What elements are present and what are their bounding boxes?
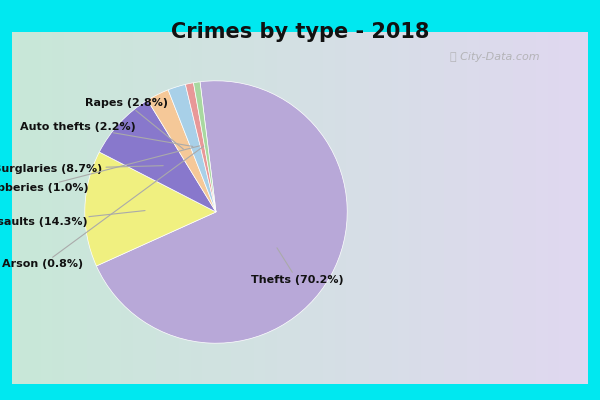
Text: Auto thefts (2.2%): Auto thefts (2.2%) — [20, 122, 193, 146]
Text: Burglaries (8.7%): Burglaries (8.7%) — [0, 164, 163, 174]
Wedge shape — [193, 82, 216, 212]
Wedge shape — [185, 83, 216, 212]
Text: Robberies (1.0%): Robberies (1.0%) — [0, 146, 199, 193]
Text: Crimes by type - 2018: Crimes by type - 2018 — [171, 22, 429, 42]
Text: ⓘ City-Data.com: ⓘ City-Data.com — [450, 52, 539, 62]
Text: Assaults (14.3%): Assaults (14.3%) — [0, 210, 145, 228]
Wedge shape — [168, 84, 216, 212]
Wedge shape — [100, 100, 216, 212]
Text: Thefts (70.2%): Thefts (70.2%) — [251, 248, 344, 285]
Wedge shape — [148, 90, 216, 212]
Text: Arson (0.8%): Arson (0.8%) — [2, 146, 204, 270]
Wedge shape — [85, 152, 216, 266]
Text: Rapes (2.8%): Rapes (2.8%) — [85, 98, 184, 149]
Wedge shape — [97, 81, 347, 343]
